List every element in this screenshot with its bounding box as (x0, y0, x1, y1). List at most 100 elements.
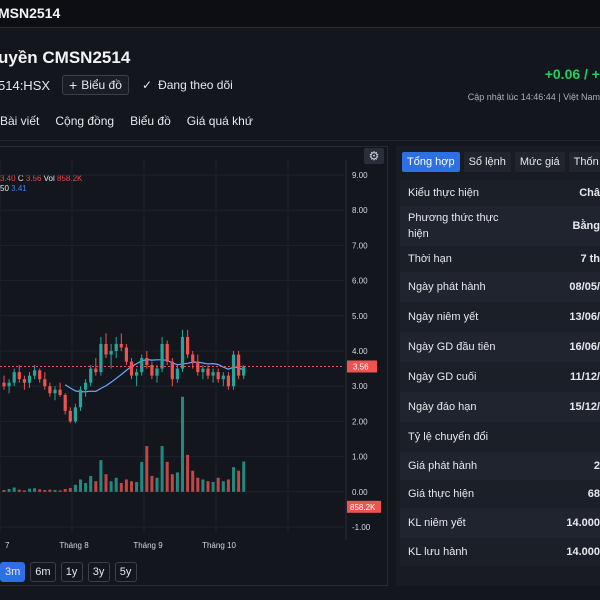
tab-order-book[interactable]: Sổ lệnh (463, 152, 511, 172)
candle (27, 375, 32, 383)
candle (145, 358, 149, 366)
candle (94, 368, 98, 373)
volume-bar (211, 481, 215, 492)
plus-icon: + (69, 77, 78, 93)
volume-bar (12, 487, 16, 492)
volume-bar (221, 481, 225, 492)
follow-button[interactable]: ✓ Đang theo dõi (142, 78, 233, 92)
candle (211, 372, 215, 376)
x-tick-label: Tháng 8 (59, 541, 89, 550)
tab-price-levels[interactable]: Mức giá (514, 152, 565, 172)
range-3m[interactable]: 3m (0, 562, 26, 582)
volume-bar (155, 477, 159, 492)
volume-bar (58, 490, 62, 492)
volume-bar (7, 488, 11, 492)
volume-bar (216, 477, 220, 492)
table-row: Giá phát hành 2 (400, 452, 600, 480)
candle (38, 370, 42, 380)
volume-bar (22, 490, 26, 492)
candle (109, 351, 113, 355)
volume-bar (109, 481, 113, 492)
volume-bar (232, 467, 235, 492)
main-nav: Bài viết Cộng đồng Biểu đồ Giá quá khứ (0, 114, 269, 128)
table-row: Kiểu thực hiện Châ (400, 180, 600, 206)
top-bar: MSN2514 (0, 0, 600, 28)
candle (58, 389, 62, 395)
ma-value: 3.41 (11, 184, 27, 193)
check-icon: ✓ (142, 78, 153, 92)
volume-bar (84, 483, 88, 492)
candle (186, 336, 190, 355)
y-tick-label: 0.00 (352, 488, 368, 497)
volume-bar (175, 472, 179, 492)
candle (170, 361, 174, 380)
volume-bar (186, 454, 190, 492)
page-title: uyền CMSN2514 (0, 48, 131, 67)
y-tick-label: 7.00 (352, 241, 368, 250)
nav-price-history[interactable]: Giá quá khứ (186, 114, 253, 128)
row-value: Châ (579, 187, 600, 199)
volume-bar (73, 484, 77, 492)
tab-stats[interactable]: Thốn (568, 152, 600, 172)
volume-bar (89, 475, 93, 492)
row-label: Giá thực hiện (408, 488, 475, 500)
y-tick-label: 4.00 (352, 347, 368, 356)
volume-bar (43, 490, 47, 492)
volume-bar (201, 479, 205, 492)
info-tabs: Tổng hợp Sổ lệnh Mức giá Thốn (402, 152, 600, 172)
row-value: 11/12/ (570, 371, 600, 383)
range-1y[interactable]: 1y (60, 562, 83, 582)
gear-icon[interactable]: ⚙ (364, 148, 384, 164)
range-6m[interactable]: 6m (30, 562, 56, 582)
volume-bar (160, 446, 164, 492)
top-bar-title: MSN2514 (0, 5, 61, 21)
chart-button[interactable]: + Biểu đồ (62, 75, 129, 95)
volume-bar (104, 474, 108, 492)
row-label: KL lưu hành (408, 546, 468, 558)
candle (140, 358, 144, 373)
table-row: Tỷ lệ chuyển đổi (400, 422, 600, 452)
candle (99, 343, 103, 373)
nav-community[interactable]: Cộng đồng (55, 114, 115, 128)
volume-bar (165, 461, 169, 492)
volume-bar (170, 474, 174, 492)
volume-bar (150, 475, 154, 492)
candle (48, 386, 52, 394)
candle (201, 368, 205, 373)
ma-legend: 50 3.41 (0, 184, 27, 193)
nav-articles[interactable]: Bài viết (0, 114, 40, 128)
candle (124, 347, 128, 362)
range-5y[interactable]: 5y (114, 562, 137, 582)
price-chart[interactable]: 9.00 8.00 7.00 6.00 5.00 4.00 3.00 2.00 1.00 0.00… (0, 160, 388, 556)
volume-bar (119, 483, 123, 492)
tab-summary[interactable]: Tổng hợp (402, 152, 460, 172)
candle (33, 370, 37, 376)
table-row: Giá thực hiện 68 (400, 480, 600, 508)
range-3y[interactable]: 3y (87, 562, 110, 582)
range-selector: 3m 6m 1y 3y 5y (0, 562, 137, 582)
candle (84, 382, 88, 390)
candle (17, 372, 21, 380)
candle (180, 336, 185, 369)
volume-bar (2, 490, 6, 492)
volume-bar (124, 479, 128, 492)
volume-bar (33, 488, 37, 492)
volume-bar (237, 470, 241, 492)
nav-chart[interactable]: Biểu đồ (130, 114, 171, 128)
volume-bar (114, 477, 118, 492)
candle (165, 343, 169, 362)
x-tick-label: Tháng 9 (133, 541, 163, 550)
row-value: 68 (587, 488, 600, 500)
volume-bar (181, 396, 184, 492)
row-label: Tỷ lệ chuyển đổi (408, 431, 489, 443)
volume-bar (130, 481, 133, 492)
ma-line (64, 358, 244, 393)
volume-bar (17, 489, 21, 492)
legend-open: 3.40 (0, 174, 16, 183)
candle (78, 389, 83, 408)
volume-bar (242, 461, 246, 492)
legend-c-label: C (17, 174, 24, 183)
volume-bar (145, 446, 149, 492)
candle (216, 372, 220, 380)
legend-close: 3.56 (25, 174, 42, 183)
